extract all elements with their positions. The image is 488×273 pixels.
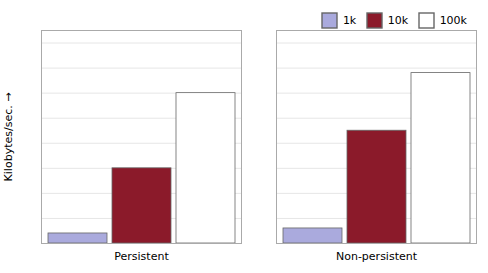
svg-text:Non-persistent: Non-persistent bbox=[336, 250, 418, 263]
html-text:10k: 10k bbox=[387, 14, 409, 27]
svg-text:Persistent: Persistent bbox=[114, 250, 169, 263]
html-text:1k: 1k bbox=[342, 14, 357, 27]
svg-text:Kilobytes/sec. →: Kilobytes/sec. → bbox=[2, 93, 15, 182]
html-text:100k: 100k bbox=[439, 14, 467, 27]
